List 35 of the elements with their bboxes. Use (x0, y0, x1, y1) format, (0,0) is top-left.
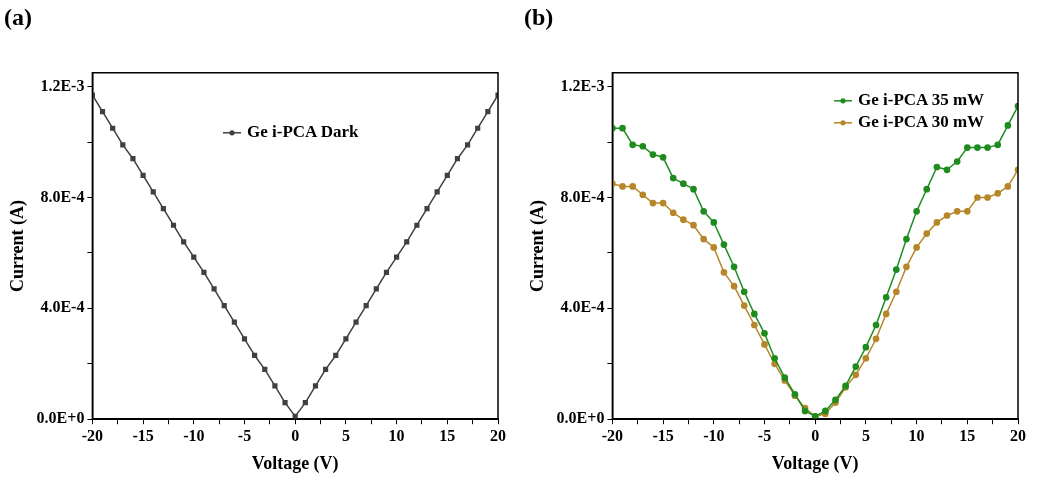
x-tick-label: -15 (652, 426, 674, 444)
x-axis-title: Voltage (V) (251, 452, 339, 474)
x-tick-label: 10 (908, 426, 925, 444)
y-tick-label: 1.2E-3 (560, 76, 605, 94)
y-axis-title: Current (A) (7, 199, 29, 293)
x-tick-label: 15 (959, 426, 976, 444)
legend-label: Ge i-PCA 35 mW (858, 90, 985, 110)
x-tick-label: 0 (291, 426, 300, 444)
x-tick-label: -10 (703, 426, 725, 444)
x-tick-label: -5 (757, 426, 772, 444)
x-tick-label: -15 (132, 426, 154, 444)
x-tick-label: 0 (811, 426, 820, 444)
legend-label: Ge i-PCA Dark (247, 122, 359, 142)
y-tick-label: 0.0E+0 (556, 409, 605, 427)
x-tick-label: 5 (341, 426, 350, 444)
x-tick-label: -20 (601, 426, 624, 444)
y-tick-label: 0.0E+0 (36, 409, 85, 427)
y-tick-label: 8.0E-4 (560, 187, 605, 205)
x-tick-label: 20 (1010, 426, 1026, 444)
x-tick-label: -10 (183, 426, 205, 444)
chart-title: (b) (524, 3, 554, 30)
x-tick-label: 5 (861, 426, 870, 444)
x-tick-label: -20 (81, 426, 104, 444)
y-tick-label: 4.0E-4 (40, 298, 85, 316)
x-tick-label: -5 (237, 426, 252, 444)
y-tick-label: 8.0E-4 (40, 187, 85, 205)
y-tick-label: 1.2E-3 (40, 76, 85, 94)
x-axis-title: Voltage (V) (771, 452, 859, 474)
x-tick-label: 20 (490, 426, 506, 444)
x-tick-label: 10 (388, 426, 405, 444)
chart-title: (a) (4, 3, 32, 30)
y-axis-title: Current (A) (527, 199, 549, 293)
y-tick-label: 4.0E-4 (560, 298, 605, 316)
x-tick-label: 15 (439, 426, 456, 444)
legend-label: Ge i-PCA 30 mW (858, 112, 985, 132)
